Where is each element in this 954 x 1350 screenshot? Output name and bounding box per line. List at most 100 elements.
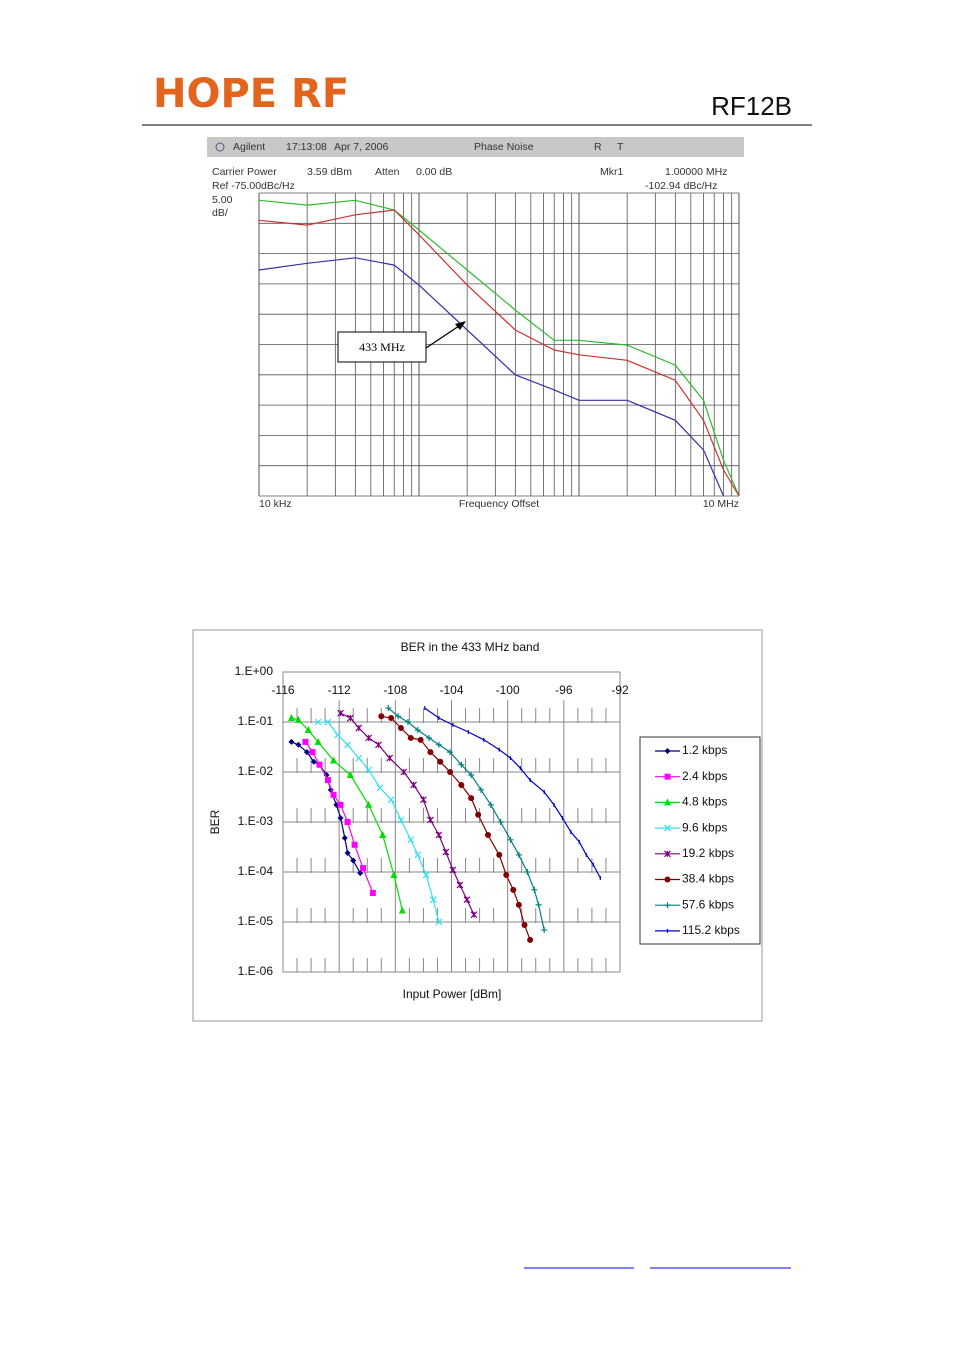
data-point — [337, 709, 344, 717]
data-point — [314, 718, 322, 726]
data-point — [390, 871, 398, 879]
data-point — [468, 795, 475, 802]
data-point — [442, 848, 450, 856]
data-point — [357, 870, 364, 877]
data-point — [437, 758, 444, 765]
data-point — [422, 871, 430, 879]
legend-label: 57.6 kbps — [682, 897, 734, 911]
data-point — [387, 796, 395, 804]
data-point — [303, 749, 310, 756]
ber-line — [340, 712, 475, 915]
data-point — [531, 886, 538, 893]
data-point — [365, 766, 373, 774]
legend-label: 38.4 kbps — [682, 872, 734, 886]
pn-annotation: Atten — [375, 166, 400, 178]
x-axis-label: Frequency Offset — [459, 498, 539, 510]
data-point — [456, 881, 464, 889]
pn-frame — [207, 137, 744, 515]
y-tick-label: 1.E-03 — [238, 814, 274, 828]
data-point — [346, 714, 354, 722]
data-point — [330, 756, 338, 764]
data-point — [369, 890, 376, 897]
ber-line — [387, 707, 545, 931]
data-point — [463, 896, 471, 904]
x-tick-label: 10 kHz — [259, 498, 292, 510]
data-point — [447, 749, 454, 756]
phase-noise-chart: Agilent 17:13:08 Apr 7, 2006 Phase Noise R T C… — [207, 137, 744, 515]
data-point — [426, 734, 433, 741]
data-point — [429, 896, 437, 904]
data-point — [334, 731, 342, 739]
legend-box — [639, 736, 761, 945]
legend-label: 19.2 kbps — [682, 846, 734, 860]
data-point — [376, 784, 384, 792]
data-point — [337, 815, 344, 822]
legend-marker — [664, 773, 671, 780]
x-tick-label: -112 — [328, 683, 351, 697]
callout-arrowhead — [455, 321, 466, 330]
pn-annotation: Carrier Power — [212, 166, 277, 178]
x-tick-label: -108 — [383, 683, 407, 697]
data-point — [419, 796, 427, 804]
data-point — [427, 749, 434, 756]
logo: HOPE RF — [153, 71, 349, 117]
noise-trace — [258, 199, 740, 497]
x-tick-label: -116 — [271, 683, 294, 697]
data-point — [521, 922, 528, 929]
data-point — [435, 918, 443, 926]
legend-marker — [664, 902, 671, 909]
data-point — [395, 713, 402, 720]
data-point — [316, 761, 323, 768]
callout-label: 433 MHz — [359, 340, 405, 354]
data-point — [365, 800, 373, 808]
data-point — [365, 734, 373, 742]
ber-chart: BER in the 433 MHz band Input Power [dBm]… — [192, 629, 763, 1022]
data-point — [407, 734, 414, 741]
data-point — [535, 901, 542, 908]
data-point — [524, 869, 531, 875]
callout-box — [337, 331, 427, 363]
pn-annotation: Agilent — [233, 141, 265, 153]
data-point — [468, 772, 475, 779]
y-tick-label: 1.E-06 — [238, 964, 274, 978]
legend-label: 115.2 kbps — [682, 923, 740, 937]
data-point — [414, 727, 421, 734]
data-point — [379, 830, 387, 838]
data-point — [344, 849, 351, 856]
legend-label: 4.8 kbps — [682, 795, 727, 809]
x-tick-label: -100 — [496, 683, 520, 697]
data-point — [350, 857, 357, 864]
pn-annotation: -102.94 dBc/Hz — [645, 180, 717, 192]
x-tick-label: -92 — [611, 683, 629, 697]
pn-annotation: 17:13:08 — [286, 141, 327, 153]
data-point — [510, 886, 517, 893]
data-point — [341, 834, 348, 841]
data-point — [375, 741, 382, 749]
pn-annotation: R — [594, 141, 602, 153]
data-point — [287, 714, 295, 722]
data-point — [449, 866, 457, 874]
data-point — [324, 718, 332, 726]
pn-annotation: Ref -75.00dBc/Hz — [212, 180, 295, 192]
data-point — [515, 851, 522, 858]
x-axis-label: Input Power [dBm] — [403, 987, 502, 1001]
data-point — [410, 781, 418, 789]
legend-marker — [664, 748, 671, 754]
data-point — [378, 713, 385, 720]
data-point — [527, 936, 534, 943]
data-point — [323, 772, 330, 779]
chart-title: BER in the 433 MHz band — [401, 640, 540, 654]
data-point — [295, 741, 302, 748]
part-number: RF12B — [711, 91, 792, 121]
pn-annotation: dB/ — [212, 207, 228, 219]
pn-title-bar — [207, 137, 744, 157]
data-point — [435, 831, 443, 839]
data-point — [288, 738, 295, 745]
legend-label: 2.4 kbps — [682, 769, 727, 783]
data-point — [497, 819, 504, 825]
legend-label: 9.6 kbps — [682, 820, 727, 834]
data-point — [404, 719, 411, 725]
legend-marker — [664, 824, 671, 832]
data-point — [470, 911, 478, 919]
